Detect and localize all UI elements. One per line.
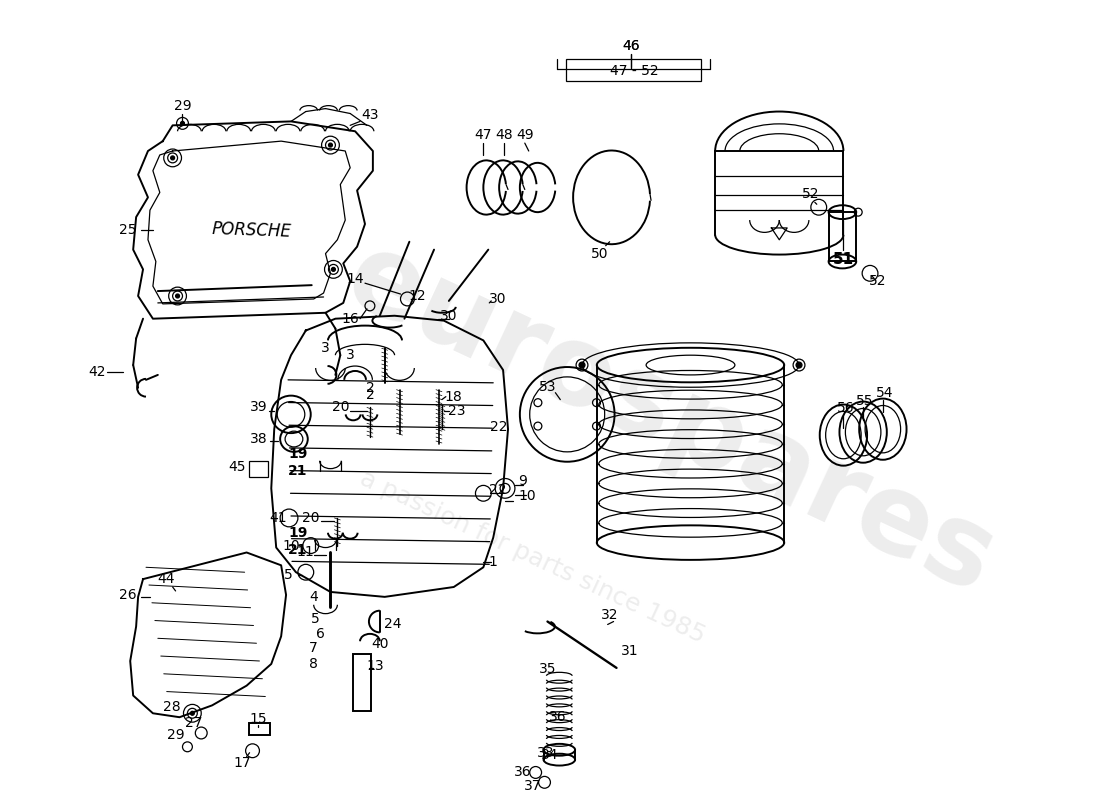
Text: 29: 29 <box>174 98 191 113</box>
Text: 30: 30 <box>490 292 507 306</box>
Text: 21: 21 <box>288 464 308 478</box>
Text: 10: 10 <box>519 490 537 503</box>
Text: 39: 39 <box>250 401 267 414</box>
Text: 36: 36 <box>549 710 566 724</box>
Text: 56: 56 <box>837 402 855 415</box>
Text: 17: 17 <box>234 755 252 770</box>
Text: 49: 49 <box>516 128 534 142</box>
Text: 10: 10 <box>283 538 300 553</box>
Text: 5: 5 <box>284 568 293 582</box>
Text: 47: 47 <box>474 128 492 142</box>
Text: 20: 20 <box>302 511 319 525</box>
Text: 55: 55 <box>857 394 873 407</box>
Text: 29: 29 <box>167 728 185 742</box>
Circle shape <box>190 711 195 715</box>
Text: 53: 53 <box>539 380 557 394</box>
Text: 47 - 52: 47 - 52 <box>610 64 659 78</box>
Text: 8: 8 <box>309 657 318 671</box>
Text: 41: 41 <box>270 511 287 525</box>
Text: 22: 22 <box>491 420 508 434</box>
Text: 33: 33 <box>537 746 554 760</box>
Circle shape <box>180 122 185 126</box>
Text: PORSCHE: PORSCHE <box>211 219 292 240</box>
Text: 42: 42 <box>88 365 106 379</box>
Text: 26: 26 <box>120 588 138 602</box>
Text: 40: 40 <box>371 638 388 651</box>
Bar <box>249 723 271 735</box>
Text: 15: 15 <box>250 712 267 726</box>
Text: 46: 46 <box>623 39 640 54</box>
Circle shape <box>796 362 802 368</box>
Text: 31: 31 <box>620 644 638 658</box>
Text: 37: 37 <box>524 779 541 794</box>
Text: 4: 4 <box>309 590 318 604</box>
Text: 34: 34 <box>541 748 558 762</box>
Text: 45: 45 <box>228 460 245 474</box>
Text: 32: 32 <box>601 608 618 622</box>
Text: 51: 51 <box>833 252 854 267</box>
Text: 9: 9 <box>518 474 527 489</box>
Text: 25: 25 <box>120 223 138 237</box>
Text: 2: 2 <box>365 388 374 402</box>
Text: 21: 21 <box>288 542 308 557</box>
Text: 52: 52 <box>802 187 820 202</box>
Text: 19: 19 <box>288 526 308 540</box>
Circle shape <box>579 362 585 368</box>
Text: 2: 2 <box>365 381 374 394</box>
Circle shape <box>170 156 175 160</box>
Text: 14: 14 <box>346 272 364 286</box>
Circle shape <box>331 267 335 271</box>
Text: eurospares: eurospares <box>330 222 1012 616</box>
Text: 30: 30 <box>440 309 458 322</box>
Text: 22: 22 <box>490 483 507 498</box>
Text: 27: 27 <box>185 716 202 730</box>
Text: 5: 5 <box>311 611 320 626</box>
Text: a passion for parts since 1985: a passion for parts since 1985 <box>356 466 710 648</box>
Text: 20: 20 <box>331 401 349 414</box>
Circle shape <box>329 143 332 147</box>
Text: 23: 23 <box>448 405 465 418</box>
Text: 38: 38 <box>250 432 267 446</box>
Text: 44: 44 <box>157 572 175 586</box>
Text: 54: 54 <box>876 386 893 400</box>
Bar <box>249 461 268 477</box>
Text: 16: 16 <box>341 312 359 326</box>
Text: 19: 19 <box>288 447 308 461</box>
Text: 36: 36 <box>514 766 531 779</box>
Text: 3: 3 <box>321 342 330 355</box>
Text: 13: 13 <box>366 659 384 673</box>
Text: 7: 7 <box>309 641 318 655</box>
Text: 50: 50 <box>591 246 608 261</box>
Text: 12: 12 <box>408 289 426 303</box>
Text: 18: 18 <box>444 390 463 404</box>
Text: 48: 48 <box>495 128 513 142</box>
Text: 1: 1 <box>488 555 497 570</box>
Text: 6: 6 <box>316 627 324 642</box>
Text: 43: 43 <box>361 109 378 122</box>
Bar <box>353 654 371 711</box>
Text: 28: 28 <box>163 700 180 714</box>
Bar <box>828 212 856 262</box>
Bar <box>566 59 702 81</box>
Text: 52: 52 <box>869 274 887 288</box>
Text: 3: 3 <box>345 348 354 362</box>
Text: 46: 46 <box>623 39 640 54</box>
Text: 11: 11 <box>297 546 315 559</box>
Text: 35: 35 <box>539 662 557 676</box>
Circle shape <box>176 294 179 298</box>
Text: 24: 24 <box>384 618 402 631</box>
